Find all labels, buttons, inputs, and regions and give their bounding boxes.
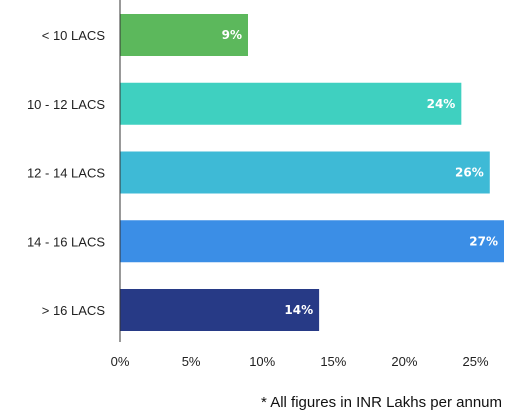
category-label: 14 - 16 LACS: [27, 234, 105, 249]
footnote: * All figures in INR Lakhs per annum: [261, 394, 502, 411]
x-tick-label: 20%: [391, 354, 417, 369]
x-tick-label: 0%: [111, 354, 130, 369]
bars-group: 9% 24% 26% 27% 14%: [120, 14, 504, 331]
bar-10-lacs: [120, 14, 248, 56]
x-tick-label: 10%: [249, 354, 275, 369]
bar-value-label: 14%: [284, 303, 313, 317]
bar-10-12-lacs: [120, 82, 462, 125]
bar-16-lacs: [120, 289, 320, 331]
category-labels: < 10 LACS 10 - 12 LACS 12 - 14 LACS 14 - 16…: [27, 28, 105, 318]
x-tick-label: 5%: [182, 354, 201, 369]
x-axis-ticks: 0% 5% 10% 15% 20% 25%: [111, 354, 489, 369]
category-label: < 10 LACS: [42, 28, 106, 43]
x-tick-label: 15%: [320, 354, 346, 369]
bar-14-16-lacs: [120, 220, 504, 263]
category-label: 12 - 14 LACS: [27, 166, 105, 181]
category-label: > 16 LACS: [42, 303, 106, 318]
category-label: 10 - 12 LACS: [27, 97, 105, 112]
bar-value-label: 26%: [455, 166, 484, 180]
bar-value-label: 9%: [222, 28, 242, 42]
bar-value-label: 24%: [427, 97, 456, 111]
bar-value-label: 27%: [469, 234, 498, 248]
x-tick-label: 25%: [463, 354, 489, 369]
salary-distribution-chart: 9% 24% 26% 27% 14% < 10 LACS 10 - 12 LACS 12 -…: [27, 0, 504, 369]
bar-12-14-lacs: [120, 151, 490, 194]
